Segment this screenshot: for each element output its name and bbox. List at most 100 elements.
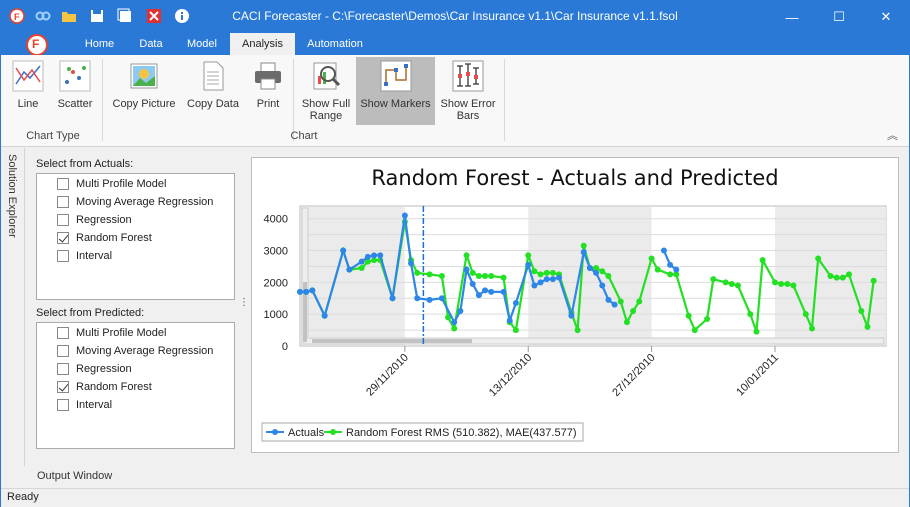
data-point bbox=[543, 269, 550, 276]
data-point bbox=[340, 247, 347, 254]
solution-explorer-tab[interactable]: Solution Explorer bbox=[1, 148, 25, 466]
legend-marker bbox=[272, 429, 278, 435]
data-point bbox=[605, 296, 612, 303]
data-point bbox=[611, 301, 618, 308]
window-title: CACI Forecaster - C:\Forecaster\Demos\Ca… bbox=[232, 9, 678, 23]
save-as-icon[interactable] bbox=[117, 8, 133, 24]
shaded-band bbox=[528, 207, 652, 345]
data-point bbox=[543, 276, 550, 283]
predicted-item[interactable]: Random Forest bbox=[37, 378, 234, 396]
data-point bbox=[346, 266, 353, 273]
copy-picture-button[interactable]: Copy Picture bbox=[109, 57, 179, 127]
checkbox[interactable] bbox=[57, 345, 69, 357]
link-icon[interactable] bbox=[35, 8, 51, 24]
line-chart-button[interactable]: Line bbox=[9, 57, 47, 127]
y-tick-label: 0 bbox=[282, 341, 288, 353]
line-label: Line bbox=[17, 98, 39, 110]
data-point bbox=[691, 327, 698, 334]
legend-box bbox=[261, 422, 584, 442]
show-full-range-button[interactable]: Show Full Range bbox=[299, 57, 353, 127]
tab-data[interactable]: Data bbox=[139, 38, 163, 50]
actuals-item[interactable]: Moving Average Regression bbox=[37, 193, 234, 211]
close-button[interactable]: ✕ bbox=[880, 9, 892, 24]
line-chart-icon bbox=[12, 60, 44, 92]
app-logo-icon[interactable]: F bbox=[9, 8, 25, 24]
predicted-item[interactable]: Multi Profile Model bbox=[37, 324, 234, 342]
data-point bbox=[728, 280, 735, 287]
data-point bbox=[753, 328, 760, 335]
shaded-band bbox=[301, 207, 405, 345]
predicted-list: Multi Profile Model Moving Average Regres… bbox=[36, 322, 235, 449]
scatter-chart-icon bbox=[59, 60, 91, 92]
maximize-button[interactable]: ☐ bbox=[833, 9, 845, 24]
status-bar: Ready bbox=[1, 488, 909, 507]
data-point bbox=[759, 257, 766, 264]
item-label: Multi Profile Model bbox=[76, 178, 167, 190]
zoom-chart-icon bbox=[313, 62, 341, 90]
x-tick-label: 27/12/2010 bbox=[610, 352, 657, 399]
data-point bbox=[833, 274, 840, 281]
collapse-ribbon-icon[interactable]: ︽ bbox=[887, 130, 898, 142]
data-point bbox=[371, 252, 378, 259]
checkbox[interactable] bbox=[57, 214, 69, 226]
data-point bbox=[358, 265, 365, 272]
predicted-item[interactable]: Interval bbox=[37, 396, 234, 414]
checkbox[interactable] bbox=[57, 178, 69, 190]
tab-model[interactable]: Model bbox=[187, 38, 217, 50]
info-icon[interactable] bbox=[174, 8, 190, 24]
checkbox[interactable] bbox=[57, 399, 69, 411]
checkbox[interactable] bbox=[57, 327, 69, 339]
picture-icon bbox=[130, 63, 158, 89]
output-window-tab[interactable]: Output Window bbox=[37, 470, 113, 482]
ribbon-separator bbox=[504, 59, 505, 141]
minimize-button[interactable]: — bbox=[785, 9, 799, 25]
splitter-handle[interactable]: ⋮ bbox=[239, 297, 249, 308]
data-point bbox=[667, 271, 674, 278]
predicted-item[interactable]: Moving Average Regression bbox=[37, 342, 234, 360]
data-point bbox=[364, 253, 371, 260]
item-label: Moving Average Regression bbox=[76, 196, 214, 208]
actuals-item[interactable]: Regression bbox=[37, 211, 234, 229]
item-label: Multi Profile Model bbox=[76, 327, 167, 339]
print-label: Print bbox=[256, 98, 280, 110]
checkbox[interactable] bbox=[57, 232, 69, 244]
print-button[interactable]: Print bbox=[249, 57, 287, 127]
data-point bbox=[377, 252, 384, 259]
checkbox[interactable] bbox=[57, 196, 69, 208]
application-menu-button[interactable]: F bbox=[26, 34, 48, 56]
actuals-item[interactable]: Random Forest bbox=[37, 229, 234, 247]
legend-label: Actuals bbox=[288, 427, 325, 439]
predicted-label: Select from Predicted: bbox=[36, 307, 145, 319]
data-point bbox=[389, 295, 396, 302]
tab-home[interactable]: Home bbox=[84, 38, 115, 50]
x-tick-label: 29/11/2010 bbox=[364, 352, 411, 399]
legend-label: Random Forest RMS (510.382), MAE(437.577… bbox=[346, 427, 577, 439]
checkbox[interactable] bbox=[57, 381, 69, 393]
tab-automation[interactable]: Automation bbox=[307, 38, 363, 50]
data-point bbox=[802, 311, 809, 318]
data-point bbox=[710, 276, 717, 283]
data-point bbox=[556, 274, 563, 281]
item-label: Regression bbox=[76, 363, 132, 375]
data-point bbox=[784, 280, 791, 287]
checkbox[interactable] bbox=[57, 363, 69, 375]
open-folder-icon[interactable] bbox=[61, 8, 77, 24]
scatter-chart-button[interactable]: Scatter bbox=[53, 57, 97, 127]
data-point bbox=[815, 255, 822, 262]
copy-data-button[interactable]: Copy Data bbox=[183, 57, 243, 127]
checkbox[interactable] bbox=[57, 250, 69, 262]
actuals-label: Select from Actuals: bbox=[36, 158, 134, 170]
show-markers-button[interactable]: Show Markers bbox=[356, 57, 435, 125]
actuals-item[interactable]: Multi Profile Model bbox=[37, 175, 234, 193]
show-error-bars-button[interactable]: Show Error Bars bbox=[438, 57, 498, 127]
actuals-item[interactable]: Interval bbox=[37, 247, 234, 265]
predicted-item[interactable]: Regression bbox=[37, 360, 234, 378]
tab-analysis[interactable]: Analysis bbox=[230, 33, 295, 55]
data-point bbox=[827, 273, 834, 279]
save-icon[interactable] bbox=[89, 8, 105, 24]
data-point bbox=[531, 268, 538, 275]
data-point bbox=[673, 271, 680, 278]
title-bar: F CACI Forecaster - C:\Forecaster\Demos\… bbox=[1, 1, 909, 33]
y-tick-label: 2000 bbox=[264, 277, 288, 289]
close-document-icon[interactable] bbox=[146, 8, 162, 24]
